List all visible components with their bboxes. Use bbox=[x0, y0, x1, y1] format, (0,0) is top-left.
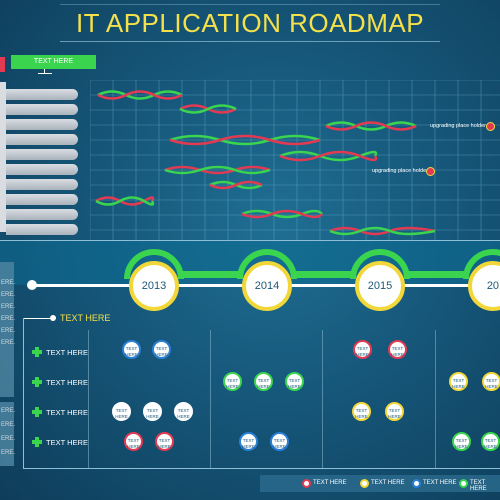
legend-green-icon bbox=[459, 479, 468, 488]
year-arc-2013 bbox=[124, 249, 184, 280]
year-arc-2014 bbox=[237, 249, 297, 280]
note-dot-2 bbox=[426, 167, 435, 176]
milestone-circle[interactable]: TEXT HERE bbox=[223, 372, 242, 391]
legend-label: TEXT HERE bbox=[470, 480, 487, 492]
year-2015[interactable]: 2015 bbox=[355, 261, 405, 311]
milestone-circle[interactable]: TEXT HERE bbox=[285, 372, 304, 391]
row-label: TEXT HERE bbox=[46, 408, 88, 417]
red-tab bbox=[0, 57, 5, 72]
page-title: IT APPLICATION ROADMAP bbox=[75, 8, 425, 38]
matrix-bottom-rule bbox=[23, 468, 500, 469]
row-label: TEXT HERE bbox=[46, 438, 88, 447]
row-pill-column bbox=[0, 82, 90, 235]
milestone-circle[interactable]: TEXT HERE bbox=[124, 432, 143, 451]
milestone-circle[interactable]: TEXT HERE bbox=[452, 432, 471, 451]
timeline-start-dot bbox=[27, 280, 37, 290]
matrix-divider bbox=[88, 330, 89, 468]
connector-stem bbox=[44, 69, 45, 74]
milestone-circle[interactable]: TEXT HERE bbox=[481, 432, 500, 451]
milestone-circle[interactable]: TEXT HERE bbox=[239, 432, 258, 451]
note-dot-1 bbox=[486, 122, 495, 131]
year-2014[interactable]: 2014 bbox=[242, 261, 292, 311]
timeline-connector bbox=[295, 271, 355, 278]
legend-label: TEXT HERE bbox=[423, 480, 457, 486]
legend-red-icon bbox=[302, 479, 311, 488]
add-row-icon[interactable] bbox=[32, 437, 42, 447]
milestone-circle[interactable]: TEXT HERE bbox=[152, 340, 171, 359]
milestone-circle[interactable]: TEXT HERE bbox=[112, 402, 131, 421]
row-pill[interactable] bbox=[6, 209, 78, 220]
milestone-circle[interactable]: TEXT HERE bbox=[449, 372, 468, 391]
timeline-top-rule bbox=[0, 240, 500, 241]
matrix-divider bbox=[210, 330, 211, 468]
row-pill[interactable] bbox=[6, 164, 78, 175]
milestone-circle[interactable]: TEXT HERE bbox=[270, 432, 289, 451]
milestone-circle[interactable]: TEXT HERE bbox=[122, 340, 141, 359]
add-row-icon[interactable] bbox=[32, 347, 42, 357]
milestone-circle[interactable]: TEXT HERE bbox=[353, 340, 372, 359]
section-connector bbox=[23, 318, 53, 319]
pill-column-edge bbox=[0, 82, 6, 232]
title-overline bbox=[60, 4, 440, 5]
row-pill[interactable] bbox=[6, 104, 78, 115]
row-pill[interactable] bbox=[6, 179, 78, 190]
row-pill[interactable] bbox=[6, 194, 78, 205]
left-info-panel-upper: ERE. ERE. ERE. ERE. ERE. ERE. bbox=[0, 262, 15, 397]
milestone-circle[interactable]: TEXT HERE bbox=[155, 432, 174, 451]
year-2013[interactable]: 2013 bbox=[129, 261, 179, 311]
row-label: TEXT HERE bbox=[46, 378, 88, 387]
timeline-connector bbox=[408, 271, 468, 278]
left-info-panel-lower: ERE. ERE. ERE. ERE. bbox=[0, 402, 15, 466]
note-upgrading-1: upgrading place holder bbox=[430, 123, 486, 129]
legend-label: TEXT HERE bbox=[371, 480, 405, 486]
roadmap-grid bbox=[90, 80, 500, 240]
milestone-circle[interactable]: TEXT HERE bbox=[385, 402, 404, 421]
milestone-circle[interactable]: TEXT HERE bbox=[352, 402, 371, 421]
matrix-left-rule bbox=[23, 318, 24, 468]
row-pill[interactable] bbox=[6, 119, 78, 130]
note-upgrading-2: upgrading place holder bbox=[372, 168, 428, 174]
add-row-icon[interactable] bbox=[32, 377, 42, 387]
section-dot bbox=[50, 315, 56, 321]
row-pill[interactable] bbox=[6, 89, 78, 100]
milestone-circle[interactable]: TEXT HERE bbox=[143, 402, 162, 421]
row-label: TEXT HERE bbox=[46, 348, 88, 357]
milestone-circle[interactable]: TEXT HERE bbox=[482, 372, 500, 391]
top-text-button[interactable]: TEXT HERE bbox=[11, 55, 96, 69]
milestone-circle[interactable]: TEXT HERE bbox=[254, 372, 273, 391]
row-pill[interactable] bbox=[6, 149, 78, 160]
legend bbox=[260, 475, 500, 492]
year-arc-2016 bbox=[463, 249, 500, 280]
matrix-divider bbox=[322, 330, 323, 468]
title-underline bbox=[60, 41, 440, 42]
legend-blue-icon bbox=[412, 479, 421, 488]
year-arc-2015 bbox=[350, 249, 410, 280]
milestone-circle[interactable]: TEXT HERE bbox=[174, 402, 193, 421]
row-pill[interactable] bbox=[6, 134, 78, 145]
legend-label: TEXT HERE bbox=[313, 480, 347, 486]
matrix-divider bbox=[435, 330, 436, 468]
add-row-icon[interactable] bbox=[32, 407, 42, 417]
row-pill[interactable] bbox=[6, 224, 78, 235]
timeline-connector bbox=[182, 271, 242, 278]
connector-mark bbox=[38, 73, 52, 74]
legend-yellow-icon bbox=[360, 479, 369, 488]
milestone-circle[interactable]: TEXT HERE bbox=[388, 340, 407, 359]
section-title: TEXT HERE bbox=[60, 313, 111, 323]
